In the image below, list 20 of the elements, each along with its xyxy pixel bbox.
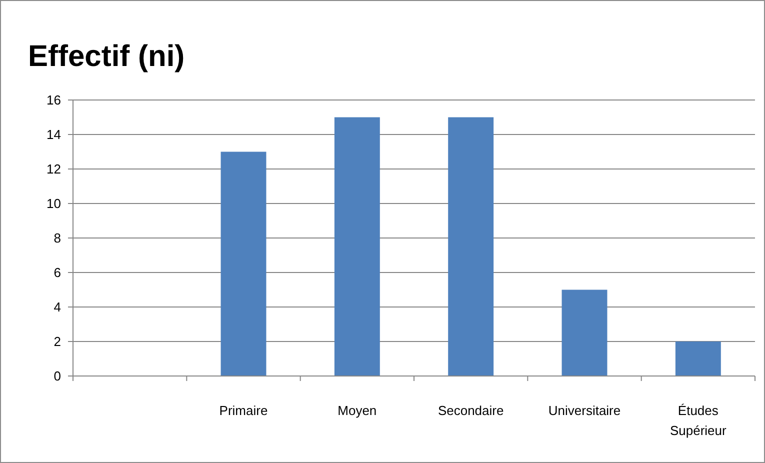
x-tick-label: Primaire xyxy=(219,403,268,418)
x-tick-label: Secondaire xyxy=(438,403,504,418)
y-tick-label: 8 xyxy=(54,230,61,246)
bar xyxy=(675,342,721,376)
y-tick-label: 14 xyxy=(46,127,61,142)
y-tick-label: 6 xyxy=(54,265,61,280)
bar xyxy=(334,117,380,376)
y-tick-label: 12 xyxy=(46,162,61,177)
y-tick-label: 10 xyxy=(46,196,61,212)
x-tick-label: Études Supérieur xyxy=(670,403,728,438)
y-tick-label: 4 xyxy=(54,300,61,315)
y-tick-label: 2 xyxy=(54,334,61,350)
bar xyxy=(220,152,266,376)
y-tick-label: 0 xyxy=(54,368,61,384)
x-tick-label: Universitaire xyxy=(548,403,621,418)
y-tick-label: 16 xyxy=(46,92,61,108)
bar xyxy=(448,117,494,376)
chart-title: Effectif (ni) xyxy=(28,40,185,73)
x-tick-label: Moyen xyxy=(338,403,377,418)
bar xyxy=(562,290,608,376)
